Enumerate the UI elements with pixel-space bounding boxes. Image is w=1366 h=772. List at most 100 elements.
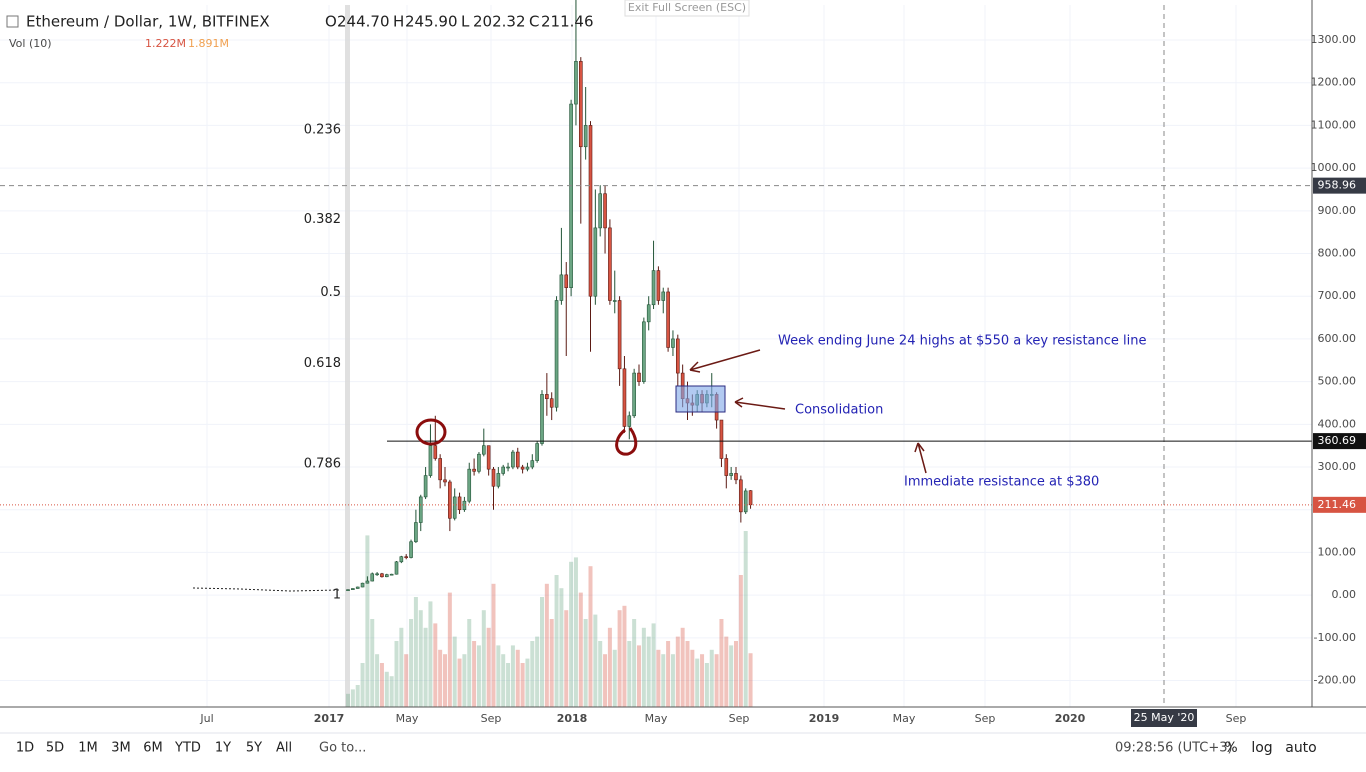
candle-body [520,466,525,470]
price-label: 958.96 [1318,179,1357,192]
candle-body [360,582,365,588]
volume-bar [394,641,399,707]
candle-body [355,586,360,589]
session-break [345,5,350,707]
collapse-icon [6,15,19,28]
goto[interactable]: Go to... [319,741,366,756]
range-button[interactable]: 6M [143,741,163,756]
volume-bar [462,654,467,707]
x-tick-label: May [396,712,419,725]
candle-body [569,103,573,288]
grid [0,5,1312,707]
exit-label[interactable]: Exit Full Screen (ESC) [628,1,746,14]
range-button[interactable]: 3M [111,741,131,756]
candle-body [370,573,375,582]
volume-bar [593,614,598,707]
y-tick-label: 800.00 [1318,247,1357,260]
volume-bar [433,623,438,707]
overlays: 0.236 0.382 0.5 0.618 0.786 1 Week ending June… [0,5,1312,707]
candle-body [656,270,661,301]
volume-bar [365,535,370,707]
range-button[interactable]: 5D [46,741,64,756]
volume-bar [506,663,511,707]
candle-body [428,445,433,476]
range-button[interactable]: All [276,741,292,756]
candle-body [574,61,578,105]
volume-bar [418,610,423,707]
volume-bar [666,641,671,707]
volume-bar [423,627,428,707]
volume-bar [719,619,724,707]
y-tick-label: -200.00 [1314,674,1356,687]
scale-button[interactable]: log [1251,740,1272,756]
candle-body [506,466,510,469]
volume-bar [413,597,418,707]
volume-bar [389,676,394,707]
volume-bar [467,619,472,707]
y-tick-label: 700.00 [1318,289,1357,302]
price-label: 211.46 [1318,498,1357,511]
scale-button[interactable]: auto [1285,740,1317,756]
scale-button[interactable]: % [1224,740,1237,756]
volume-bar [447,592,452,707]
volume-bar [743,531,748,707]
volume-bar [540,597,544,707]
volume-bar [695,658,700,707]
volume-bar [685,641,690,707]
volume-bar [535,636,540,707]
candle-body [545,394,549,400]
candle-body [593,227,598,297]
candle-body [651,270,656,306]
candle-body [627,415,632,427]
candle-body [661,291,666,301]
candle-body [443,479,447,483]
range-button[interactable]: 1D [16,741,34,756]
candle-body [671,338,675,348]
fib-label: 0.236 [304,123,341,138]
candle-body [612,300,617,302]
volume-bar [748,653,753,707]
volume-bar [525,658,530,707]
volume-bar [472,641,477,707]
volume-bar [404,654,409,707]
volume-bar [501,654,506,707]
volume-bar [355,685,360,707]
volume-bar [603,654,608,707]
price-label: 360.69 [1318,434,1357,447]
fib-label: 0.382 [304,212,341,227]
range-button[interactable]: YTD [174,741,201,756]
date-label-box [1131,709,1197,727]
candle-body [384,574,389,578]
candle-body [404,556,409,558]
price-label-box [1313,496,1366,513]
candle-body [467,468,472,502]
range-button[interactable]: 1Y [215,741,231,756]
x-tick-label: Sep [481,712,502,725]
candle-body [409,541,413,558]
candle-body [399,556,404,563]
volume-bar [476,645,481,707]
x-tick-label: 2020 [1055,712,1086,725]
candle-body [375,573,379,576]
candle-body [457,496,462,511]
candle-body [448,481,452,519]
candle-body [414,522,418,543]
candle-body [608,227,612,301]
candle-body [578,61,583,148]
candle-body [346,589,350,591]
candle-body [549,398,554,408]
price-axis [1312,0,1366,707]
volume-bar [549,619,554,707]
candle-body [351,588,355,590]
volume-bar [734,641,738,707]
volume-bar [632,619,637,707]
x-tick-label: 2018 [557,712,588,725]
volume-bar [588,566,593,707]
volume-bar [375,654,380,707]
exit-button[interactable] [624,0,750,17]
ohlc-key: C [529,13,539,31]
range-button[interactable]: 5Y [246,741,262,756]
range-button[interactable]: 1M [78,741,98,756]
volume-bar [544,583,549,707]
